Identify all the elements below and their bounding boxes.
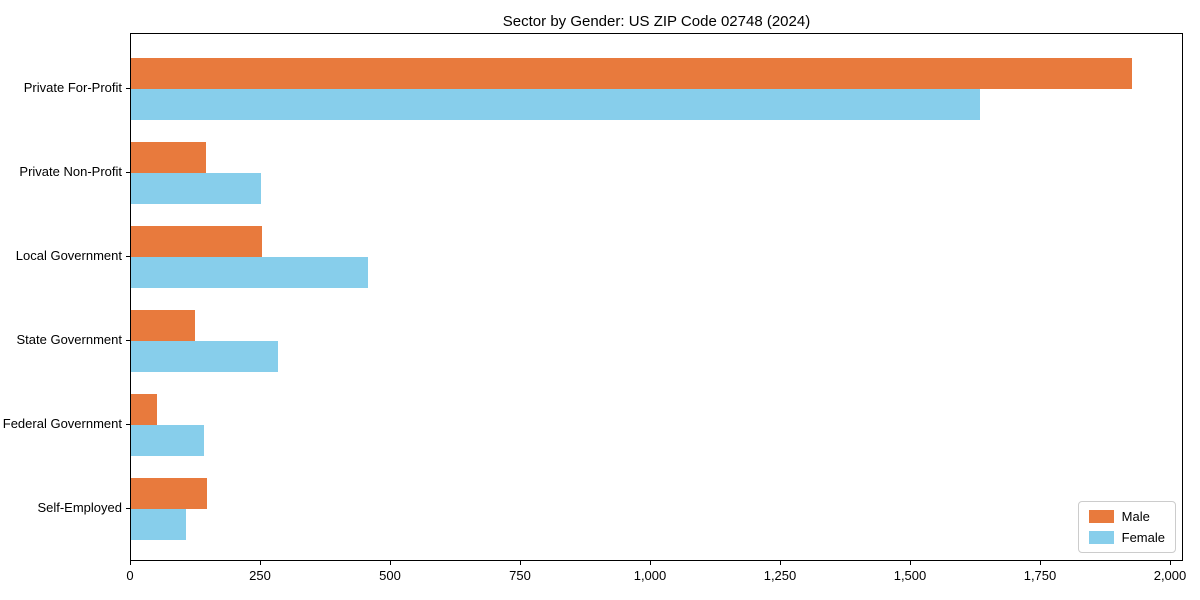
chart-title: Sector by Gender: US ZIP Code 02748 (202… (502, 13, 811, 30)
bar-male-3 (131, 226, 262, 257)
x-tick (260, 561, 261, 565)
y-tick (126, 172, 130, 173)
y-tick (126, 508, 130, 509)
legend-item-female: Female (1088, 530, 1165, 545)
x-tick-label: 1,250 (763, 568, 797, 583)
bar-female-1 (131, 89, 980, 120)
bar-female-5 (131, 425, 204, 456)
y-tick-label: Self-Employed (37, 500, 122, 515)
bar-male-4 (131, 310, 195, 341)
x-tick-label: 500 (379, 568, 401, 583)
x-tick-label: 1,500 (893, 568, 927, 583)
legend-swatch-female-icon (1088, 531, 1114, 544)
y-tick (126, 256, 130, 257)
x-tick (910, 561, 911, 565)
y-tick (126, 88, 130, 89)
y-tick (126, 340, 130, 341)
y-tick-label: Private For-Profit (23, 80, 122, 95)
legend-swatch-male-icon (1088, 510, 1114, 523)
plot-area: Male Female (130, 33, 1183, 561)
x-tick (650, 561, 651, 565)
x-tick (1040, 561, 1041, 565)
legend: Male Female (1077, 501, 1176, 553)
bar-female-2 (131, 173, 261, 204)
legend-label-male: Male (1121, 509, 1150, 524)
x-tick-label: 2,000 (1153, 568, 1187, 583)
bar-male-5 (131, 394, 157, 425)
x-tick (1170, 561, 1171, 565)
bar-male-6 (131, 478, 207, 509)
legend-item-male: Male (1088, 509, 1165, 524)
y-tick-label: State Government (16, 332, 123, 347)
x-tick-label: 1,750 (1023, 568, 1057, 583)
bar-male-2 (131, 142, 206, 173)
bar-male-1 (131, 58, 1132, 89)
x-tick-label: 0 (126, 568, 134, 583)
x-tick (390, 561, 391, 565)
bar-female-4 (131, 341, 278, 372)
bar-female-6 (131, 509, 186, 540)
x-tick-label: 750 (509, 568, 531, 583)
y-tick-label: Federal Government (2, 416, 122, 431)
x-tick-label: 250 (249, 568, 271, 583)
y-tick-label: Local Government (15, 248, 122, 263)
x-tick (780, 561, 781, 565)
bar-female-3 (131, 257, 368, 288)
x-tick-label: 1,000 (633, 568, 667, 583)
legend-label-female: Female (1121, 530, 1165, 545)
x-tick (520, 561, 521, 565)
y-tick-label: Private Non-Profit (19, 164, 122, 179)
y-tick (126, 424, 130, 425)
x-tick (130, 561, 131, 565)
